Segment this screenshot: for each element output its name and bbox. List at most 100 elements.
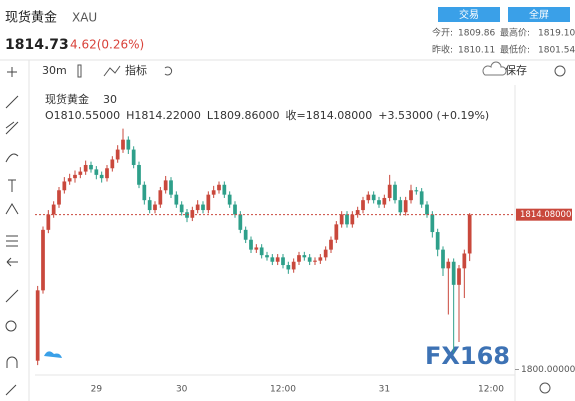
candle-body — [254, 247, 259, 250]
candle-body — [147, 200, 152, 211]
candle-body — [323, 249, 328, 258]
candle-body — [94, 169, 99, 175]
candle-body — [163, 180, 168, 191]
candle-body — [78, 171, 83, 175]
candle-body — [137, 164, 141, 185]
indicator-icon[interactable] — [103, 65, 121, 77]
candle-body — [174, 194, 179, 205]
candle-body — [270, 257, 275, 262]
candle-body — [67, 178, 72, 182]
candle-body — [115, 149, 120, 160]
candle-body — [297, 255, 301, 262]
save[interactable]: 保存 — [505, 63, 527, 77]
candle-body — [291, 261, 296, 270]
price: 1814.73 — [5, 37, 69, 53]
candle-body — [382, 197, 387, 205]
ohlc-legend: 收=1814.08000 — [286, 108, 373, 122]
last-price-box — [516, 208, 572, 221]
x-tick-label: 30 — [176, 385, 188, 395]
settings-icon[interactable] — [554, 65, 566, 77]
indicators[interactable]: 指标 — [125, 63, 147, 77]
candle-body — [110, 159, 115, 169]
candle-body — [366, 194, 371, 201]
chart-title: 现货黄金 — [45, 92, 89, 106]
left-tools[interactable] — [5, 67, 19, 396]
candle-body — [446, 261, 451, 269]
candle-body — [211, 190, 216, 195]
candle-body — [243, 229, 248, 240]
candle-body — [393, 184, 397, 201]
candle-body — [457, 268, 461, 285]
candle-body — [83, 164, 88, 172]
candle-body — [419, 191, 424, 205]
candle-body — [259, 247, 264, 256]
candle-body — [57, 190, 61, 205]
y-tick-label: 1800.00000 — [521, 365, 575, 375]
candle-body — [217, 184, 221, 191]
candle-body — [377, 200, 381, 205]
stat-label: 今开: — [432, 27, 453, 39]
candle-body — [387, 184, 392, 198]
stat-value: 1809.86 — [458, 29, 495, 39]
stat-label: 最低价: — [500, 44, 530, 56]
axis-settings[interactable] — [539, 382, 551, 394]
fullscreen-label[interactable]: 全屏 — [529, 8, 549, 21]
candle-body — [201, 204, 205, 211]
candle-body — [275, 257, 280, 262]
candle-body — [89, 164, 93, 170]
candle-body — [51, 204, 56, 215]
undo-icon[interactable] — [164, 66, 173, 76]
watermark: FX168 — [425, 342, 510, 370]
candle-body — [435, 232, 440, 250]
candle-body — [307, 257, 312, 262]
ohlc-legend: O1810.55000 — [45, 109, 120, 122]
candle-body — [35, 290, 40, 361]
candle-body — [462, 253, 467, 269]
candle-body — [126, 139, 131, 150]
chart-subtitle: 30 — [103, 93, 117, 106]
interval[interactable]: 30m — [42, 64, 67, 77]
candle-body — [409, 190, 413, 201]
stat-label: 最高价: — [500, 27, 530, 39]
ohlc-legend: L1809.86000 — [207, 109, 280, 122]
candle-body — [73, 174, 77, 179]
candle-body — [451, 261, 456, 285]
candle-body — [153, 204, 157, 211]
candle-body — [403, 200, 408, 213]
candle-body — [281, 257, 285, 266]
candle-body — [286, 265, 291, 270]
candle-body — [227, 194, 232, 205]
candle-body — [99, 174, 104, 179]
candle-body — [361, 200, 365, 211]
stat-value: 1801.54 — [538, 46, 575, 56]
candle-body — [467, 214, 472, 254]
candle-body — [121, 139, 125, 150]
candle-body — [313, 260, 317, 262]
candle-body — [195, 204, 200, 211]
trade-button[interactable] — [438, 7, 500, 22]
last-price-label: 1814.08000 — [520, 210, 571, 220]
candle-body — [62, 181, 67, 191]
candle-body — [339, 214, 344, 225]
change: 4.62(0.26%) — [70, 38, 144, 52]
candle-body — [179, 204, 184, 213]
ohlc-legend: +3.53000 (+0.19%) — [378, 109, 489, 122]
candle-body — [222, 184, 227, 195]
cloud-icon[interactable] — [482, 61, 507, 76]
candle-body — [329, 239, 333, 250]
candle-body — [41, 229, 45, 291]
trade-label[interactable]: 交易 — [459, 8, 479, 21]
title: 现货黄金 — [5, 10, 57, 26]
candle-body — [398, 200, 403, 213]
candle-body — [350, 214, 355, 225]
stat-value: 1810.11 — [458, 46, 495, 56]
candle-body — [414, 190, 419, 192]
candle-body — [441, 249, 445, 269]
stat-label: 昨收: — [432, 44, 453, 56]
candle-body — [233, 204, 237, 215]
candle-icon[interactable] — [77, 64, 82, 78]
candle-body — [265, 255, 269, 258]
fullscreen-button[interactable] — [508, 7, 570, 22]
candle-body — [105, 168, 109, 179]
